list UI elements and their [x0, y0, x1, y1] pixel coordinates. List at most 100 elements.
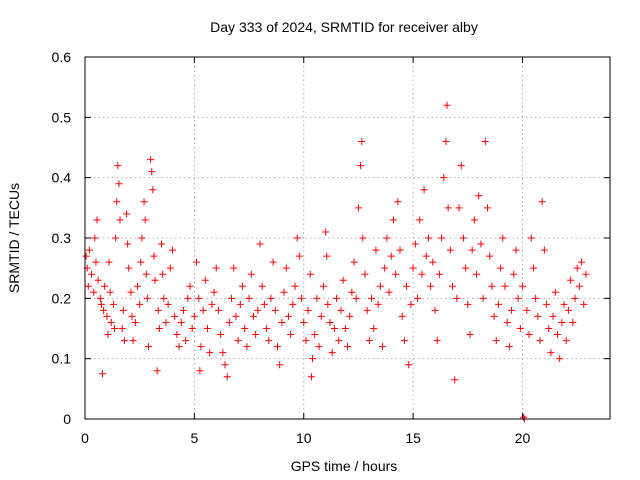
data-point — [100, 306, 108, 314]
data-point — [155, 325, 163, 332]
data-point — [529, 264, 537, 272]
data-point — [339, 276, 347, 284]
data-point — [128, 312, 136, 320]
data-point — [333, 294, 341, 302]
data-point — [411, 240, 419, 248]
chart-title: Day 333 of 2024, SRMTID for receiver alb… — [210, 19, 478, 35]
data-point — [341, 325, 349, 332]
data-point — [127, 288, 135, 296]
data-point — [315, 343, 323, 351]
data-point — [477, 240, 485, 248]
data-point — [304, 306, 312, 314]
data-point — [134, 282, 141, 290]
x-tick-label: 0 — [81, 430, 89, 446]
data-point — [210, 288, 218, 296]
data-point — [252, 331, 260, 339]
data-point — [582, 270, 590, 278]
data-point — [228, 294, 236, 302]
data-point — [131, 318, 139, 326]
data-point — [358, 137, 366, 145]
data-point — [282, 264, 290, 272]
data-point — [109, 300, 117, 308]
data-point — [540, 246, 548, 254]
data-point — [141, 216, 149, 224]
data-point — [385, 288, 393, 296]
data-point — [374, 300, 382, 308]
data-point — [162, 318, 170, 326]
data-point — [96, 294, 104, 302]
data-point — [326, 318, 334, 326]
data-point — [346, 312, 354, 320]
data-point — [486, 252, 494, 260]
data-point — [164, 300, 172, 308]
data-point — [309, 355, 316, 363]
data-point — [549, 312, 557, 320]
data-point — [258, 282, 266, 290]
y-tick-label: 0 — [63, 411, 71, 427]
y-tick-label: 0.4 — [52, 170, 72, 186]
data-point — [532, 294, 540, 302]
data-point — [508, 306, 516, 314]
data-point — [527, 234, 535, 242]
data-point — [97, 300, 105, 308]
data-point — [284, 312, 292, 320]
data-point — [322, 228, 330, 236]
data-point — [499, 234, 507, 242]
data-point — [354, 204, 362, 212]
data-point — [245, 294, 253, 302]
data-point — [300, 318, 308, 326]
y-tick-label: 0.6 — [52, 49, 72, 65]
data-point — [389, 216, 397, 224]
data-point — [274, 343, 281, 351]
data-point — [115, 180, 123, 188]
data-point — [466, 331, 474, 339]
data-point — [484, 204, 491, 212]
data-point — [348, 288, 356, 296]
data-point — [177, 318, 185, 326]
data-point — [136, 300, 144, 308]
data-point — [492, 337, 500, 345]
data-point — [453, 294, 461, 302]
data-point — [137, 258, 145, 266]
x-tick-label: 10 — [296, 430, 312, 446]
data-point — [307, 373, 315, 381]
y-tick-label: 0.3 — [52, 230, 72, 246]
data-point — [263, 325, 271, 332]
data-point — [143, 294, 151, 302]
data-point — [571, 294, 579, 302]
data-point — [204, 325, 211, 332]
data-point — [249, 312, 257, 320]
data-point — [254, 306, 262, 314]
data-point — [569, 318, 577, 326]
data-point — [112, 234, 120, 242]
data-point — [104, 331, 112, 339]
data-point — [232, 312, 240, 320]
data-point — [93, 216, 101, 224]
data-point — [278, 318, 286, 326]
data-point — [166, 264, 174, 272]
data-point — [545, 325, 553, 332]
data-point — [578, 258, 586, 266]
data-point — [199, 306, 207, 314]
data-point — [280, 288, 288, 296]
data-point — [271, 306, 279, 314]
data-point — [409, 264, 417, 272]
data-point — [438, 234, 446, 242]
data-point — [543, 300, 551, 308]
data-point — [208, 300, 216, 308]
x-tick-label: 20 — [515, 430, 531, 446]
data-point — [359, 234, 367, 242]
data-point — [520, 413, 528, 421]
data-point — [368, 294, 376, 302]
data-point — [494, 300, 502, 308]
data-point — [150, 252, 158, 260]
data-point — [396, 246, 404, 254]
data-point — [440, 174, 448, 182]
x-axis-label: GPS time / hours — [291, 458, 398, 474]
data-point — [473, 270, 481, 278]
data-point — [435, 270, 443, 278]
data-point — [431, 306, 439, 314]
data-point — [381, 264, 389, 272]
data-point — [403, 282, 411, 290]
data-point — [158, 240, 166, 248]
